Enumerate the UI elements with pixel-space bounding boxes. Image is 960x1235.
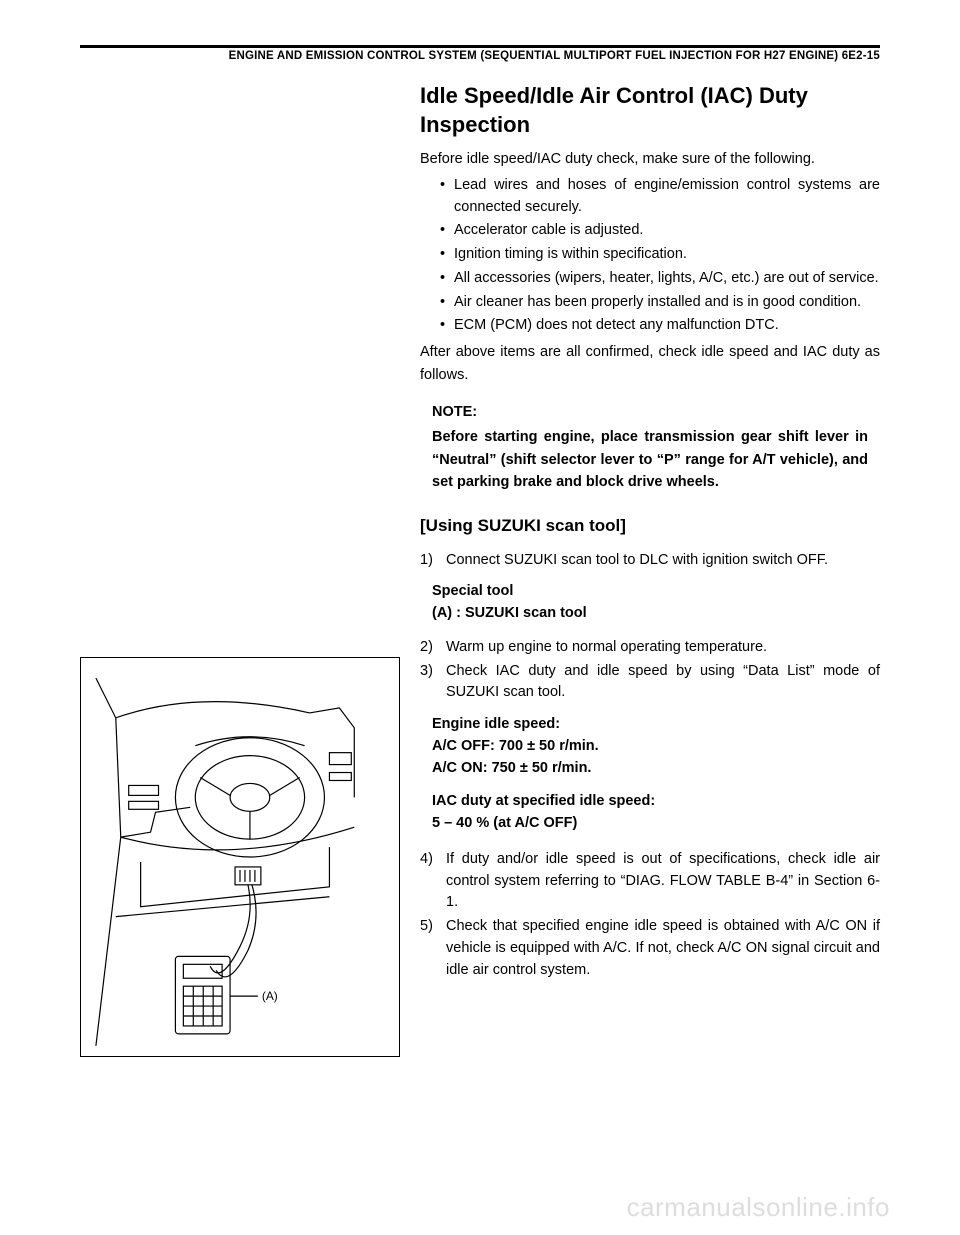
note-label: NOTE: xyxy=(432,404,868,420)
step-text: Check that specified engine idle speed i… xyxy=(446,918,880,978)
procedure-steps-2: 2) Warm up engine to normal operating tem… xyxy=(420,637,880,704)
step-4: 4) If duty and/or idle speed is out of sp… xyxy=(420,849,880,914)
step-number: 3) xyxy=(420,661,433,683)
right-column: Idle Speed/Idle Air Control (IAC) Duty I… xyxy=(420,82,880,1057)
left-column: (A) xyxy=(80,82,400,1057)
header-rule xyxy=(80,45,880,48)
spec-value: A/C OFF: 700 ± 50 r/min. xyxy=(432,736,880,758)
watermark: carmanualsonline.info xyxy=(627,1192,890,1223)
checklist-item: Air cleaner has been properly installed … xyxy=(440,292,880,314)
step-5: 5) Check that specified engine idle speed… xyxy=(420,916,880,981)
figure-scan-tool: (A) xyxy=(80,657,400,1057)
special-tool-block: Special tool (A) : SUZUKI scan tool xyxy=(420,581,880,625)
step-number: 2) xyxy=(420,637,433,659)
step-text: If duty and/or idle speed is out of spec… xyxy=(446,851,880,911)
spec-label: IAC duty at specified idle speed: xyxy=(432,791,880,813)
step-number: 1) xyxy=(420,550,433,572)
note-text: Before starting engine, place transmissi… xyxy=(432,426,868,493)
special-tool-label: Special tool xyxy=(432,581,880,603)
figure-callout-a: (A) xyxy=(262,989,278,1003)
content-wrap: (A) Idle Speed/Idle Air Control (IAC) Du… xyxy=(80,82,880,1057)
step-1: 1) Connect SUZUKI scan tool to DLC with i… xyxy=(420,550,880,572)
spec-value: A/C ON: 750 ± 50 r/min. xyxy=(432,758,880,780)
intro-paragraph: Before idle speed/IAC duty check, make s… xyxy=(420,149,880,171)
step-text: Check IAC duty and idle speed by using “… xyxy=(446,663,880,701)
checklist-item: All accessories (wipers, heater, lights,… xyxy=(440,268,880,290)
step-2: 2) Warm up engine to normal operating tem… xyxy=(420,637,880,659)
checklist-item: Lead wires and hoses of engine/emission … xyxy=(440,175,880,219)
spec-value: 5 – 40 % (at A/C OFF) xyxy=(432,813,880,835)
section-heading: Idle Speed/Idle Air Control (IAC) Duty I… xyxy=(420,82,880,139)
after-paragraph: After above items are all confirmed, che… xyxy=(420,341,880,386)
special-tool-value: (A) : SUZUKI scan tool xyxy=(432,603,880,625)
spec-label: Engine idle speed: xyxy=(432,714,880,736)
engine-idle-spec: Engine idle speed: A/C OFF: 700 ± 50 r/m… xyxy=(420,714,880,779)
scan-tool-diagram: (A) xyxy=(81,658,399,1056)
step-number: 4) xyxy=(420,849,433,871)
step-text: Connect SUZUKI scan tool to DLC with ign… xyxy=(446,552,828,568)
procedure-steps-3: 4) If duty and/or idle speed is out of sp… xyxy=(420,849,880,982)
checklist-item: Accelerator cable is adjusted. xyxy=(440,220,880,242)
subsection-heading: [Using SUZUKI scan tool] xyxy=(420,516,880,536)
iac-duty-spec: IAC duty at specified idle speed: 5 – 40… xyxy=(420,791,880,835)
step-text: Warm up engine to normal operating tempe… xyxy=(446,639,767,655)
checklist-item: ECM (PCM) does not detect any malfunctio… xyxy=(440,315,880,337)
step-3: 3) Check IAC duty and idle speed by using… xyxy=(420,661,880,705)
checklist: Lead wires and hoses of engine/emission … xyxy=(420,175,880,337)
procedure-steps: 1) Connect SUZUKI scan tool to DLC with i… xyxy=(420,550,880,572)
page-header: ENGINE AND EMISSION CONTROL SYSTEM (SEQU… xyxy=(80,50,880,62)
note-box: NOTE: Before starting engine, place tran… xyxy=(420,404,880,493)
step-number: 5) xyxy=(420,916,433,938)
checklist-item: Ignition timing is within specification. xyxy=(440,244,880,266)
